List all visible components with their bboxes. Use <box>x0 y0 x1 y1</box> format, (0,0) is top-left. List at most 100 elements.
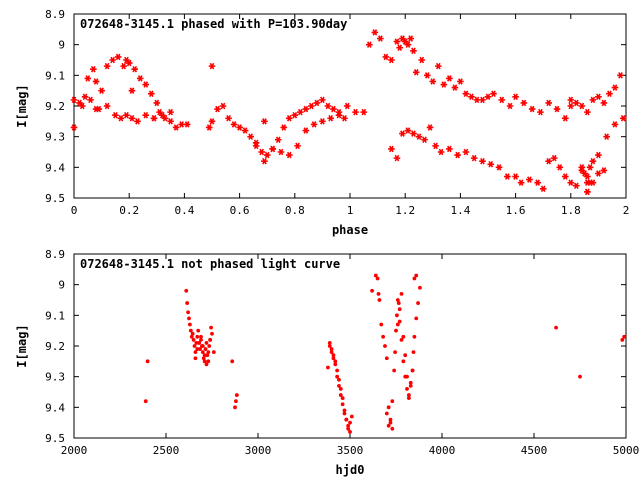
data-point <box>457 78 464 85</box>
data-point <box>408 380 413 385</box>
x-axis-label-0: phase <box>332 223 368 237</box>
data-point <box>209 325 213 330</box>
data-point <box>377 298 382 302</box>
data-point <box>404 127 412 134</box>
data-point <box>578 167 586 174</box>
data-point <box>199 337 203 342</box>
data-point <box>208 62 216 70</box>
data-point <box>190 331 195 336</box>
data-point <box>291 111 299 119</box>
data-point <box>399 337 404 342</box>
data-point <box>473 96 481 104</box>
x-tick-label: 1.4 <box>450 204 470 217</box>
y-tick-label: 8.9 <box>45 248 65 261</box>
y-tick-label: 9.2 <box>45 100 65 113</box>
data-point <box>381 334 386 339</box>
panel-0: 0 0.2 0.4 0.6 0.8 1 1.2 1.4 1.6 1.8 2 8.9 9 9.1 9.2 9.3… <box>15 8 629 237</box>
x-tick-label: 0.6 <box>230 204 250 217</box>
data-point <box>81 93 89 101</box>
data-point <box>327 344 332 348</box>
data-point <box>197 341 202 345</box>
data-point <box>159 111 166 119</box>
data-point <box>348 420 352 425</box>
data-point <box>539 185 547 193</box>
data-point <box>446 75 453 82</box>
data-point <box>446 145 453 153</box>
data-point <box>330 105 337 113</box>
data-point <box>128 87 136 94</box>
data-point <box>395 313 399 318</box>
data-point <box>512 93 519 101</box>
data-point <box>584 108 591 116</box>
data-point <box>406 393 411 397</box>
data-point <box>395 298 400 302</box>
data-point <box>200 344 205 348</box>
data-point <box>545 157 553 165</box>
y-tick-label: 9.4 <box>45 161 65 174</box>
data-point <box>556 164 564 171</box>
data-point <box>203 347 208 351</box>
data-point <box>294 142 301 150</box>
data-point <box>561 115 569 122</box>
data-point <box>567 96 575 104</box>
data-point <box>534 179 541 186</box>
data-point <box>331 356 336 361</box>
data-point <box>335 108 343 116</box>
y-tick-label: 9.1 <box>45 69 65 82</box>
data-point <box>573 99 580 107</box>
data-point <box>479 157 486 165</box>
data-point <box>390 399 395 404</box>
data-point <box>504 173 511 180</box>
data-point <box>405 387 409 391</box>
data-point <box>185 301 190 305</box>
data-point <box>388 420 393 425</box>
data-point <box>340 396 345 401</box>
y-tick-label: 9.3 <box>45 371 65 384</box>
data-point <box>388 145 395 153</box>
data-point <box>84 75 92 82</box>
data-point <box>383 344 387 348</box>
data-point <box>392 368 397 373</box>
x-tick-label: 3500 <box>337 444 364 457</box>
data-point <box>128 115 136 122</box>
data-point <box>512 173 519 180</box>
data-point <box>188 328 193 333</box>
data-point <box>202 359 207 364</box>
data-point <box>172 124 180 131</box>
x-tick-label: 2 <box>623 204 630 217</box>
data-point <box>396 44 403 51</box>
data-point <box>349 414 354 419</box>
data-point <box>342 408 347 413</box>
data-point <box>274 136 282 143</box>
data-point <box>338 387 343 391</box>
data-point <box>211 350 216 355</box>
data-point <box>401 334 406 339</box>
data-point <box>410 47 417 55</box>
data-point <box>451 84 459 91</box>
data-point <box>324 102 332 110</box>
data-point <box>412 69 420 76</box>
data-point <box>205 124 213 131</box>
data-point <box>214 105 221 113</box>
data-point <box>412 334 417 339</box>
data-point <box>498 96 506 104</box>
data-point <box>342 411 347 416</box>
data-point <box>192 344 197 348</box>
data-point <box>423 72 431 79</box>
data-point <box>384 411 389 416</box>
data-point <box>219 102 227 110</box>
data-point <box>70 96 78 104</box>
data-point <box>360 108 368 116</box>
data-point <box>114 53 122 61</box>
data-point <box>329 350 334 355</box>
data-point <box>603 133 610 140</box>
data-point <box>136 75 144 82</box>
data-point <box>202 353 207 358</box>
data-point <box>258 148 265 156</box>
data-point <box>341 115 348 122</box>
data-point <box>297 108 304 116</box>
data-point <box>553 105 561 113</box>
data-point <box>462 90 470 97</box>
data-point <box>313 99 321 107</box>
data-point <box>150 115 158 122</box>
